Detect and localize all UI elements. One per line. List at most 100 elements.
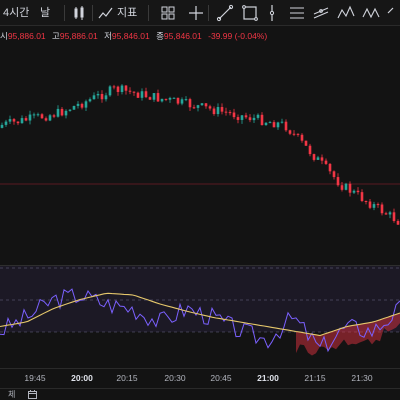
candle-body [336, 177, 340, 186]
candle-body [352, 190, 356, 193]
candle-body [308, 145, 312, 155]
high-label: 고 [52, 31, 60, 41]
candle-body [48, 115, 52, 121]
candle-body [372, 204, 376, 208]
candle-body [164, 98, 168, 100]
candlestick-chart [0, 84, 400, 225]
candle-body [260, 114, 264, 126]
indicators-icon [98, 7, 113, 19]
parallel-lines-tool-icon[interactable] [288, 4, 306, 22]
vertical-line-tool-icon[interactable] [266, 4, 278, 22]
candle-body [100, 93, 104, 100]
candle-body [328, 163, 332, 172]
candle-body [144, 91, 148, 98]
candle-body [172, 97, 176, 99]
candle-body [316, 157, 320, 160]
divergence-fill [296, 313, 400, 356]
pattern-tool-icon[interactable] [337, 4, 355, 22]
candle-body [188, 99, 192, 108]
candle-body [156, 93, 160, 102]
candle-body [88, 99, 92, 102]
candle-body [276, 122, 280, 128]
candle-body [60, 108, 64, 116]
candle-body [248, 117, 252, 121]
range-label[interactable]: 체 [8, 390, 16, 399]
candle-body [160, 98, 164, 102]
candle-body [280, 121, 284, 123]
candle-body [64, 110, 68, 116]
close-label: 종 [156, 31, 164, 41]
toolbar-divider [148, 5, 149, 21]
indicators-label: 지표 [117, 7, 138, 19]
candle-body [76, 103, 80, 106]
candle-body [104, 95, 108, 100]
time-tick-label: 20:15 [116, 373, 138, 383]
indicators-button[interactable]: 지표 [98, 4, 137, 22]
candle-body [128, 90, 132, 92]
candle-body [152, 93, 156, 100]
candle-body [116, 86, 120, 92]
candle-body [196, 105, 200, 108]
candle-body [268, 122, 272, 124]
bar-chart-type-icon[interactable] [72, 4, 86, 22]
candle-body [356, 190, 360, 193]
candle-body [212, 108, 216, 115]
elliott-wave-tool-icon[interactable] [362, 4, 380, 22]
calendar-icon[interactable] [28, 390, 37, 400]
open-value: 95,886.01 [7, 31, 46, 41]
rectangle-tool-icon[interactable] [241, 4, 259, 22]
candle-body [28, 114, 32, 121]
candle-body [200, 103, 204, 106]
candle-body [20, 118, 24, 124]
candle-body [56, 108, 60, 117]
candle-body [340, 185, 344, 190]
candle-body [360, 192, 364, 201]
layout-grid-icon[interactable] [160, 4, 176, 22]
time-axis[interactable]: 19:45 20:00 20:15 20:30 20:45 21:00 21:15 21:30 [0, 368, 400, 388]
candle-body [84, 101, 88, 108]
candle-body [8, 119, 12, 122]
candle-body [220, 107, 224, 112]
oscillator-chart [0, 266, 400, 356]
candle-body [348, 183, 352, 193]
candle-body [112, 86, 116, 88]
candle-body [192, 107, 196, 109]
candle-body [376, 204, 380, 206]
candle-body [396, 220, 400, 225]
candle-body [136, 92, 140, 98]
time-tick-label: 19:45 [24, 373, 46, 383]
interval-selector[interactable]: 4시간 [3, 7, 30, 19]
candle-body [344, 183, 348, 190]
candle-body [332, 171, 336, 178]
candle-body [44, 118, 48, 121]
candle-body [4, 121, 8, 125]
trend-line-tool-icon[interactable] [216, 4, 234, 22]
candle-body [252, 117, 256, 121]
candle-body [232, 112, 236, 118]
date-range-button[interactable]: 날 [40, 7, 51, 19]
more-tools-icon[interactable] [386, 4, 400, 22]
candle-body [72, 105, 76, 110]
time-tick-label: 21:30 [351, 373, 373, 383]
candle-body [148, 97, 152, 100]
toolbar-divider [92, 5, 93, 21]
close-value: 95,846.01 [163, 31, 202, 41]
pane-divider[interactable] [0, 265, 400, 266]
candle-body [380, 204, 384, 214]
high-value: 95,886.01 [59, 31, 98, 41]
fib-channel-tool-icon[interactable] [312, 4, 330, 22]
candle-body [296, 133, 300, 135]
low-label: 저 [104, 31, 112, 41]
ohlc-legend: 시95,886.01 고95,886.01 저95,846.01 종95,846… [0, 29, 271, 43]
candle-body [256, 114, 260, 118]
toolbar-divider [64, 5, 65, 21]
crosshair-tool-icon[interactable] [189, 4, 203, 22]
candle-body [312, 154, 316, 160]
price-chart-pane[interactable] [0, 44, 400, 266]
candle-body [180, 99, 184, 104]
indicator-pane[interactable] [0, 266, 400, 368]
change-value: -39.99 (-0.04%) [208, 31, 268, 41]
bottom-bar: 체 [0, 388, 400, 400]
top-toolbar: 4시간 날 지표 [0, 0, 400, 26]
candle-body [120, 85, 124, 92]
